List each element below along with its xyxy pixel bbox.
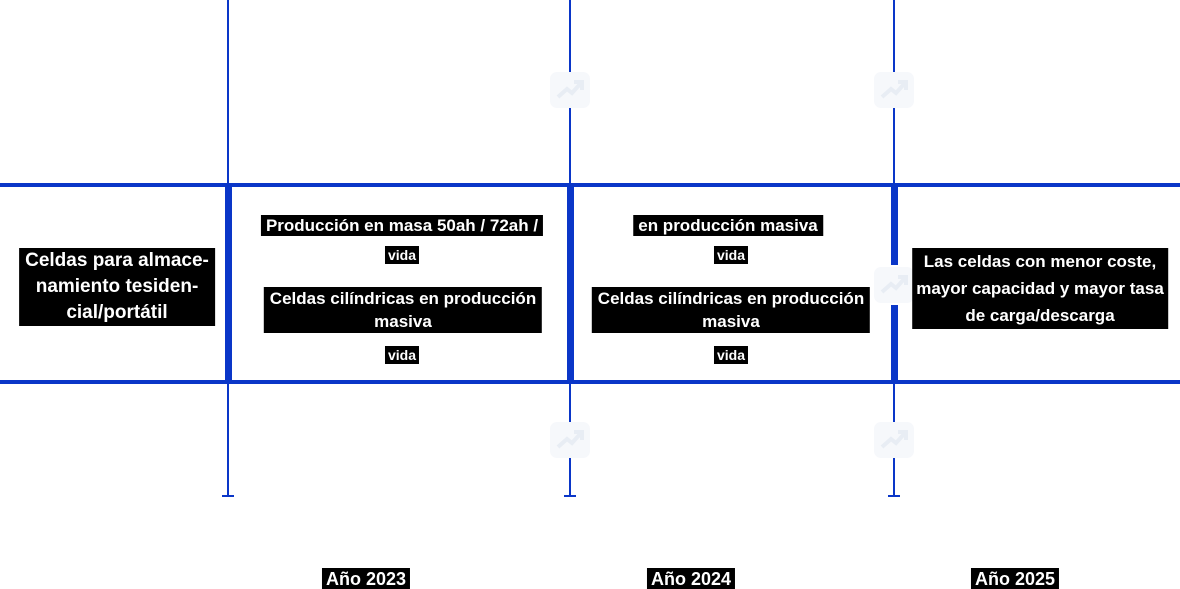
axis-segment: [891, 305, 898, 380]
label-line: de carga/descarga: [965, 306, 1115, 325]
label-line: namiento tesiden-: [35, 276, 199, 297]
axis-endcap: [222, 495, 234, 497]
label-line: masiva: [702, 312, 760, 331]
axis-segment: [569, 105, 571, 183]
label-lowest-cost-cells: Las celdas con menor coste, mayor capaci…: [912, 248, 1168, 329]
label-mass-production-50ah-72ah: Producción en masa 50ah / 72ah /: [260, 215, 544, 236]
axis-endcap: [888, 495, 900, 497]
axis-segment: [569, 455, 571, 495]
axis-segment: [893, 0, 895, 75]
label-line: Celdas cilíndricas en producción: [269, 289, 537, 308]
label-cylindrical-cells-mass-production: Celdas cilíndricas en producción masiva: [591, 287, 871, 333]
horizontal-line-bottom: [0, 380, 1180, 384]
axis-segment: [893, 105, 895, 183]
year-label-2023: Año 2023: [321, 568, 411, 589]
label-vida: vida: [384, 246, 420, 264]
label-vida: vida: [713, 246, 749, 264]
label-residential-storage-cells: Celdas para almace- namiento tesiden- ci…: [19, 248, 215, 326]
axis-segment: [225, 187, 232, 380]
axis-segment: [227, 0, 229, 183]
axis-segment: [893, 384, 895, 425]
label-line: masiva: [374, 312, 432, 331]
label-vida: vida: [713, 346, 749, 364]
chart-up-icon: [550, 72, 590, 108]
label-line: cial/portátil: [66, 302, 168, 323]
chart-up-icon: [874, 267, 914, 303]
chart-up-icon: [874, 422, 914, 458]
label-line: Las celdas con menor coste,: [923, 252, 1157, 271]
horizontal-line-top: [0, 183, 1180, 187]
label-line: Celdas cilíndricas en producción: [597, 289, 865, 308]
label-cylindrical-cells-mass-production: Celdas cilíndricas en producción masiva: [263, 287, 543, 333]
label-line: mayor capacidad y mayor tasa: [916, 279, 1164, 298]
axis-segment: [891, 187, 898, 265]
year-label-2025: Año 2025: [970, 568, 1060, 589]
axis-segment: [227, 384, 229, 495]
axis-segment: [569, 384, 571, 425]
label-line: Celdas para almace-: [25, 250, 209, 271]
axis-segment: [893, 455, 895, 495]
label-vida: vida: [384, 346, 420, 364]
year-label-2024: Año 2024: [646, 568, 736, 589]
axis-segment: [569, 0, 571, 75]
label-in-mass-production: en producción masiva: [633, 215, 823, 236]
chart-up-icon: [874, 72, 914, 108]
chart-up-icon: [550, 422, 590, 458]
axis-segment: [567, 187, 574, 380]
axis-endcap: [564, 495, 576, 497]
